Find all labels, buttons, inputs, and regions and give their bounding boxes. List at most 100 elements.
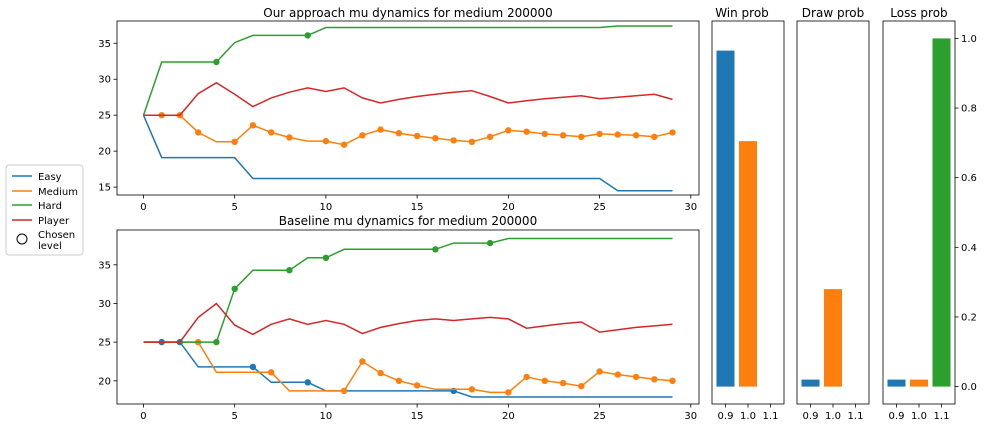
x-tick-label: 5 <box>231 411 237 422</box>
bar-0-9 <box>716 50 735 387</box>
chosen-point-hard <box>322 254 330 261</box>
x-axis: 0 5 10 15 20 25 30 <box>140 404 697 422</box>
y-tick-label: 20 <box>98 147 111 158</box>
chosen-point-medium <box>651 376 658 383</box>
y-tick-label: 0.6 <box>961 173 977 184</box>
legend-label-chosen-1: Chosen <box>38 230 75 241</box>
chosen-point-medium <box>669 129 676 136</box>
x-tick-label: 10 <box>320 411 333 422</box>
legend-frame <box>5 164 84 256</box>
chosen-point-medium <box>486 133 494 140</box>
chosen-point-medium <box>632 132 640 139</box>
chart-title: Baseline mu dynamics for medium 200000 <box>279 214 537 228</box>
legend-label-player: Player <box>38 216 70 227</box>
chosen-point-medium <box>468 386 476 393</box>
chosen-point-medium <box>195 129 202 136</box>
chart-title: Loss prob <box>890 6 947 20</box>
chosen-point-medium <box>578 383 585 390</box>
y-tick-label: 25 <box>98 111 111 122</box>
chosen-point-hard <box>213 58 220 66</box>
plot-area <box>142 25 676 192</box>
x-tick-label: 1.0 <box>911 411 927 422</box>
x-tick-label: 1.1 <box>848 411 864 422</box>
bar-0-9 <box>801 379 820 387</box>
x-axis: 0 5 10 15 20 25 30 <box>140 195 697 213</box>
chosen-point-hard <box>231 285 238 292</box>
chosen-point-medium <box>413 382 421 389</box>
x-tick-label: 0 <box>140 202 146 213</box>
series-line-easy <box>143 341 673 398</box>
chosen-point-medium <box>596 130 603 138</box>
series-line-hard <box>143 237 673 343</box>
plot-area <box>887 38 951 387</box>
x-tick-label: 30 <box>684 202 697 213</box>
x-tick-label: 0.9 <box>889 411 905 422</box>
x-tick-label: 5 <box>231 202 237 213</box>
series-line-player <box>143 302 673 343</box>
x-tick-label: 30 <box>684 411 697 422</box>
x-tick-label: 1.1 <box>763 411 779 422</box>
y-axis-right: 0.0 0.2 0.4 0.6 0.8 1.0 <box>955 34 977 393</box>
chosen-point-medium <box>268 129 275 136</box>
chosen-point-medium <box>249 122 257 129</box>
series-line-medium <box>143 341 673 394</box>
chart-baseline: Baseline mu dynamics for medium 200000 0… <box>98 214 700 422</box>
chosen-point-medium <box>614 131 621 138</box>
chosen-point-medium <box>505 389 512 396</box>
x-tick-label: 0.9 <box>718 411 734 422</box>
x-axis: 0.9 1.0 1.1 <box>889 404 949 422</box>
bar-1-1 <box>932 38 951 387</box>
chosen-point-medium <box>523 373 530 381</box>
x-axis: 0.9 1.0 1.1 <box>803 404 864 422</box>
x-tick-label: 20 <box>502 202 515 213</box>
axes-frame <box>116 20 700 196</box>
chosen-point-medium <box>286 134 293 141</box>
chosen-point-medium <box>450 137 457 144</box>
plot-area <box>716 50 757 387</box>
y-tick-label: 0.0 <box>961 382 977 393</box>
x-tick-label: 1.0 <box>825 411 841 422</box>
chosen-point-medium <box>468 138 476 145</box>
chosen-point-medium <box>578 133 585 140</box>
chart-our-approach: Our approach mu dynamics for medium 2000… <box>98 6 700 213</box>
chosen-point-medium <box>541 130 548 138</box>
chosen-point-medium <box>340 387 348 395</box>
chosen-point-medium <box>377 126 384 133</box>
y-tick-label: 0.8 <box>961 104 977 115</box>
chosen-point-medium <box>268 369 275 376</box>
chosen-point-medium <box>632 373 640 381</box>
chosen-point-hard <box>432 246 439 253</box>
x-tick-label: 1.0 <box>740 411 756 422</box>
plot-area <box>801 289 842 387</box>
legend-label-hard: Hard <box>38 201 62 212</box>
chosen-point-medium <box>377 369 384 377</box>
x-tick-label: 0.9 <box>803 411 819 422</box>
chart-loss-prob: Loss prob 0.9 1.0 1.1 0.0 0.2 0.4 0.6 0.8 1.0 <box>882 6 977 422</box>
bar-1-0 <box>824 289 842 387</box>
legend-label-easy: Easy <box>38 172 62 183</box>
x-tick-label: 15 <box>411 202 424 213</box>
chosen-point-medium <box>413 132 421 140</box>
chosen-point-medium <box>559 132 567 139</box>
y-tick-label: 25 <box>98 338 111 349</box>
bar-1-0 <box>910 379 928 387</box>
y-tick-label: 35 <box>98 260 111 271</box>
chosen-point-medium <box>432 135 439 142</box>
y-tick-label: 30 <box>98 75 111 86</box>
chosen-point-medium <box>523 128 530 135</box>
chosen-point-hard <box>304 32 311 39</box>
chosen-point-hard <box>286 267 293 274</box>
chosen-point-medium <box>596 368 603 375</box>
chosen-point-medium <box>614 371 621 378</box>
x-axis: 0.9 1.0 1.1 <box>718 404 779 422</box>
x-tick-label: 25 <box>593 411 606 422</box>
y-tick-label: 0.2 <box>961 312 977 323</box>
plot-area <box>143 237 676 398</box>
chosen-point-medium <box>669 377 676 384</box>
y-tick-label: 30 <box>98 299 111 310</box>
chart-title: Draw prob <box>802 6 864 20</box>
chosen-point-medium <box>340 141 348 148</box>
y-axis: 20 25 30 35 <box>98 260 117 387</box>
chart-title: Our approach mu dynamics for medium 2000… <box>263 6 553 20</box>
